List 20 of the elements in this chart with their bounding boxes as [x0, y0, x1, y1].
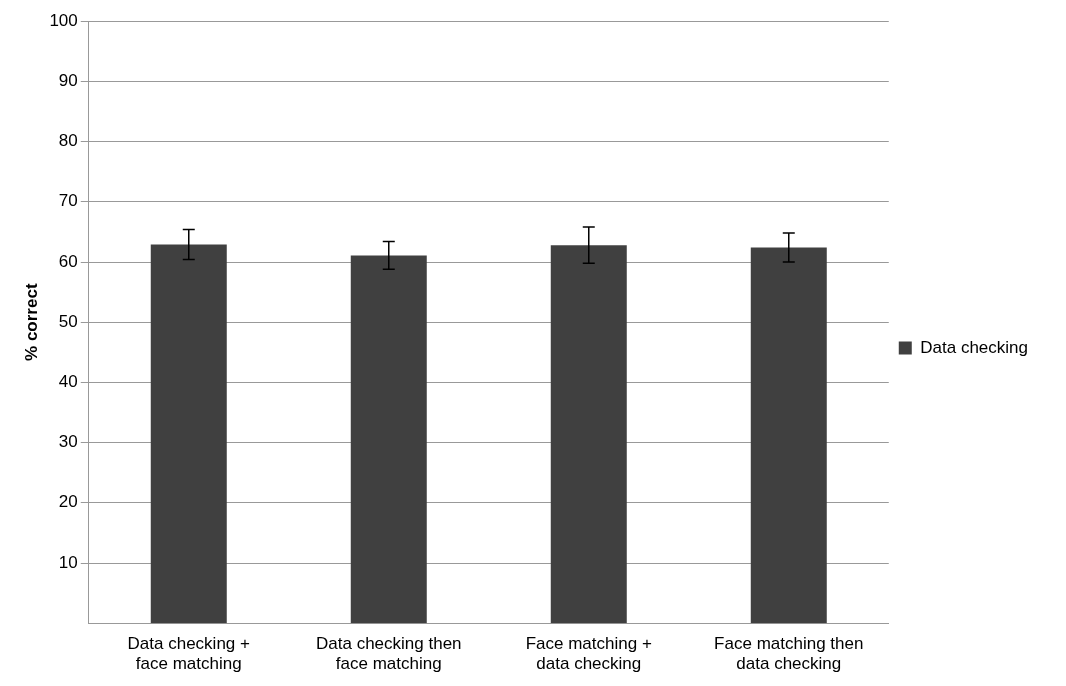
y-tick-label: 100	[49, 10, 78, 30]
y-tick-label: 50	[58, 311, 78, 331]
bar	[350, 255, 427, 624]
x-tick-label: Face matching + data checking	[525, 634, 652, 674]
x-tick-label: Face matching then data checking	[714, 634, 864, 674]
y-tick-label: 20	[58, 492, 78, 512]
y-tick-label: 80	[58, 131, 78, 151]
x-tick-label: Data checking + face matching	[127, 634, 251, 674]
y-axis-title: % correct	[21, 283, 41, 361]
bar	[750, 247, 827, 624]
bar	[150, 244, 227, 624]
y-tick-label: 40	[58, 372, 78, 392]
y-tick-label: 30	[58, 432, 78, 452]
y-tick-label: 70	[58, 191, 78, 211]
x-tick-label: Data checking then face matching	[315, 634, 462, 674]
y-tick-label: 10	[58, 552, 78, 572]
legend-label: Data checking	[920, 337, 1029, 357]
y-tick-label: 90	[58, 71, 78, 91]
bar	[550, 245, 627, 624]
y-tick-label: 60	[58, 251, 78, 271]
